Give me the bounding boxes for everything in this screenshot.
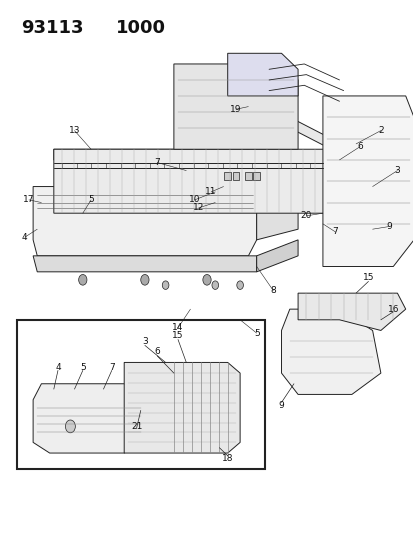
- Text: 7: 7: [154, 158, 160, 167]
- Text: 93113: 93113: [21, 19, 83, 37]
- Text: 20: 20: [300, 212, 311, 220]
- Polygon shape: [124, 362, 240, 453]
- Bar: [232, 172, 239, 180]
- Circle shape: [65, 420, 75, 433]
- Text: 16: 16: [387, 305, 398, 313]
- Text: 5: 5: [88, 196, 94, 204]
- Circle shape: [202, 274, 211, 285]
- Text: 14: 14: [172, 324, 183, 332]
- Text: 5: 5: [253, 329, 259, 337]
- Text: 17: 17: [23, 196, 35, 204]
- Polygon shape: [33, 256, 256, 272]
- Bar: [224, 172, 230, 180]
- Text: 2: 2: [377, 126, 383, 135]
- Bar: [244, 172, 251, 180]
- Polygon shape: [297, 293, 405, 330]
- Text: 7: 7: [109, 364, 114, 372]
- Text: 3: 3: [394, 166, 399, 175]
- Text: 19: 19: [230, 105, 241, 114]
- Circle shape: [236, 281, 243, 289]
- Bar: [253, 172, 259, 180]
- Text: 9: 9: [385, 222, 391, 231]
- Circle shape: [78, 274, 87, 285]
- Polygon shape: [54, 128, 351, 213]
- Circle shape: [140, 274, 149, 285]
- Circle shape: [162, 281, 169, 289]
- Text: 15: 15: [362, 273, 373, 281]
- Polygon shape: [173, 64, 297, 149]
- Polygon shape: [33, 187, 256, 256]
- Text: 5: 5: [80, 364, 85, 372]
- Polygon shape: [281, 309, 380, 394]
- Polygon shape: [227, 53, 297, 96]
- Text: 4: 4: [22, 233, 28, 241]
- Circle shape: [211, 281, 218, 289]
- Text: 3: 3: [142, 337, 147, 345]
- Polygon shape: [256, 171, 297, 240]
- Text: 1000: 1000: [116, 19, 166, 37]
- Text: 9: 9: [278, 401, 284, 409]
- Text: 21: 21: [131, 422, 142, 431]
- Text: 18: 18: [221, 454, 233, 463]
- Polygon shape: [54, 117, 351, 160]
- Text: 8: 8: [270, 286, 275, 295]
- Text: 10: 10: [188, 196, 200, 204]
- Text: 13: 13: [69, 126, 80, 135]
- Text: 7: 7: [332, 228, 337, 236]
- Polygon shape: [33, 384, 145, 453]
- Text: 6: 6: [356, 142, 362, 151]
- Text: 6: 6: [154, 348, 160, 356]
- Text: 11: 11: [205, 188, 216, 196]
- Text: 15: 15: [172, 332, 183, 340]
- Polygon shape: [322, 96, 413, 266]
- Text: 12: 12: [192, 204, 204, 212]
- Polygon shape: [256, 240, 297, 272]
- Text: 4: 4: [55, 364, 61, 372]
- Bar: [17, 320, 264, 469]
